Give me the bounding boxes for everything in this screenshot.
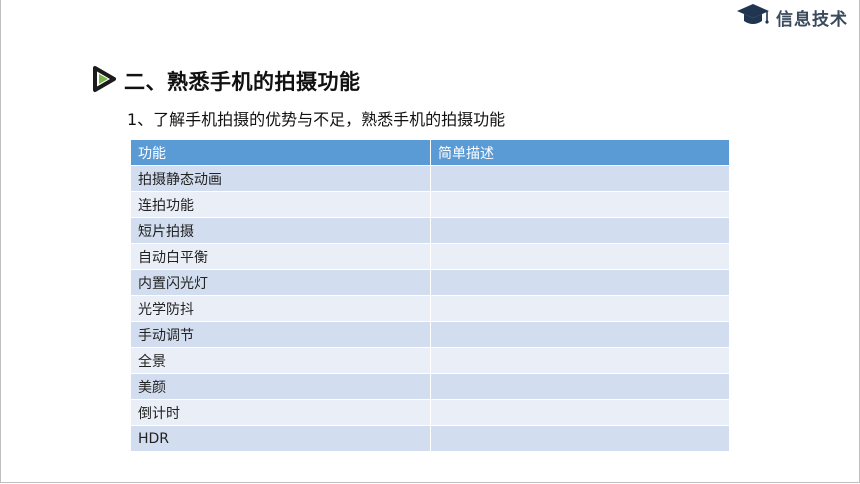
table-row: 全景 — [130, 347, 730, 374]
cell-feature: 拍摄静态动画 — [130, 165, 431, 192]
cell-feature: 全景 — [130, 347, 431, 374]
table-row: 光学防抖 — [130, 295, 730, 322]
cell-feature: 内置闪光灯 — [130, 269, 431, 296]
cell-description — [430, 243, 730, 270]
cell-feature: 光学防抖 — [130, 295, 431, 322]
cell-description — [430, 269, 730, 296]
cell-description — [430, 321, 730, 348]
table-row: HDR — [130, 425, 730, 452]
section-heading: 二、熟悉手机的拍摄功能 — [90, 64, 361, 98]
table-row: 连拍功能 — [130, 191, 730, 218]
feature-table: 功能 简单描述 拍摄静态动画 连拍功能 短片拍摄 自动白平衡 内置闪光灯 光学防… — [130, 139, 730, 452]
table-row: 内置闪光灯 — [130, 269, 730, 296]
table-row: 手动调节 — [130, 321, 730, 348]
header-description: 简单描述 — [430, 139, 730, 166]
cell-feature: 自动白平衡 — [130, 243, 431, 270]
graduation-cap-icon — [736, 2, 770, 32]
cell-description — [430, 425, 730, 452]
cell-feature: HDR — [130, 425, 431, 452]
table-row: 短片拍摄 — [130, 217, 730, 244]
cell-feature: 连拍功能 — [130, 191, 431, 218]
cell-description — [430, 217, 730, 244]
section-title: 二、熟悉手机的拍摄功能 — [124, 70, 361, 94]
table-row: 自动白平衡 — [130, 243, 730, 270]
table-row: 美颜 — [130, 373, 730, 400]
cell-feature: 美颜 — [130, 373, 431, 400]
cell-description — [430, 165, 730, 192]
play-triangle-icon — [90, 64, 118, 98]
table-row: 拍摄静态动画 — [130, 165, 730, 192]
subtitle: 1、了解手机拍摄的优势与不足，熟悉手机的拍摄功能 — [127, 110, 506, 129]
cell-description — [430, 399, 730, 426]
cell-description — [430, 191, 730, 218]
cell-description — [430, 373, 730, 400]
table-header-row: 功能 简单描述 — [130, 139, 730, 166]
cell-description — [430, 347, 730, 374]
table-row: 倒计时 — [130, 399, 730, 426]
cell-feature: 短片拍摄 — [130, 217, 431, 244]
cell-description — [430, 295, 730, 322]
header-feature: 功能 — [130, 139, 431, 166]
brand-text: 信息技术 — [776, 9, 848, 30]
cell-feature: 倒计时 — [130, 399, 431, 426]
brand-logo: 信息技术 — [736, 2, 848, 32]
cell-feature: 手动调节 — [130, 321, 431, 348]
